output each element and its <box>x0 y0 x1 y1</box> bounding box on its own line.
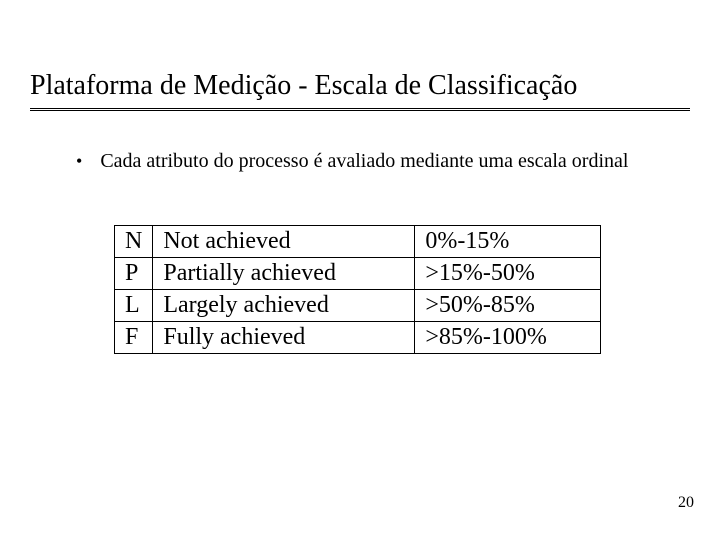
slide-title: Plataforma de Medição - Escala de Classi… <box>30 70 577 102</box>
rating-table: N Not achieved 0%-15% P Partially achiev… <box>114 225 601 354</box>
bullet-text: Cada atributo do processo é avaliado med… <box>100 150 628 173</box>
rating-code: N <box>115 226 153 258</box>
title-underline <box>30 108 690 111</box>
bullet-dot-icon: • <box>76 152 82 170</box>
rating-label: Partially achieved <box>153 258 415 290</box>
rating-code: P <box>115 258 153 290</box>
table-row: F Fully achieved >85%-100% <box>115 322 601 354</box>
table-row: N Not achieved 0%-15% <box>115 226 601 258</box>
rating-range: 0%-15% <box>415 226 601 258</box>
rating-range: >50%-85% <box>415 290 601 322</box>
page-number: 20 <box>678 494 694 512</box>
rating-code: L <box>115 290 153 322</box>
rating-range: >15%-50% <box>415 258 601 290</box>
rating-range: >85%-100% <box>415 322 601 354</box>
table-row: L Largely achieved >50%-85% <box>115 290 601 322</box>
rating-code: F <box>115 322 153 354</box>
table-row: P Partially achieved >15%-50% <box>115 258 601 290</box>
slide: Plataforma de Medição - Escala de Classi… <box>0 0 720 540</box>
rating-label: Not achieved <box>153 226 415 258</box>
bullet-row: • Cada atributo do processo é avaliado m… <box>76 150 628 173</box>
rating-label: Fully achieved <box>153 322 415 354</box>
rating-label: Largely achieved <box>153 290 415 322</box>
